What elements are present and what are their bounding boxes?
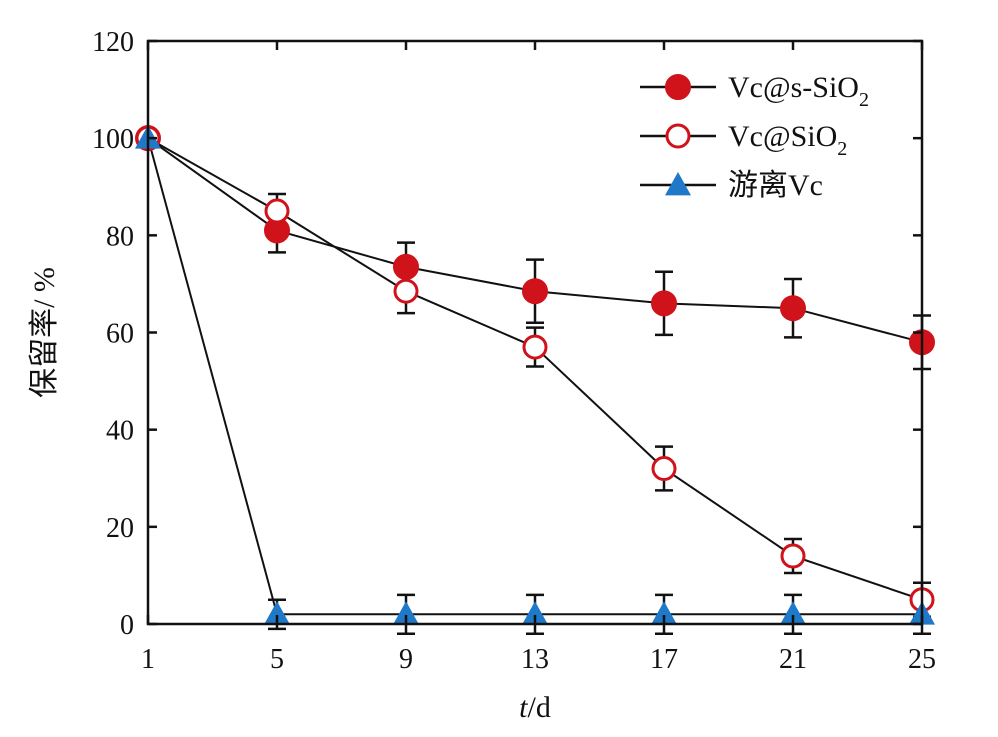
data-point [780, 601, 806, 625]
series-lines [147, 137, 923, 616]
y-tick-label: 0 [120, 610, 134, 641]
data-point [780, 295, 806, 322]
data-point [522, 334, 548, 360]
legend-label: Vc@s-SiO2 [728, 71, 869, 111]
x-axis-var: t [519, 691, 528, 724]
data-point [393, 253, 419, 280]
y-tick-label: 100 [92, 124, 134, 155]
legend-label-text: Vc@s-SiO [728, 71, 859, 104]
error-bars [268, 192, 931, 635]
data-point [651, 601, 677, 625]
legend-label: 游离Vc [728, 169, 823, 202]
legend-label-subscript: 2 [859, 89, 869, 111]
data-point [393, 278, 419, 304]
series-line [147, 137, 922, 616]
legend-marker [665, 74, 691, 100]
y-axis-title: 保留率/ % [28, 267, 61, 398]
legend-label: Vc@SiO2 [728, 120, 847, 160]
x-axis-unit: /d [528, 691, 551, 724]
legend-marker [665, 123, 691, 149]
x-tick-label: 17 [650, 644, 678, 675]
x-tick-labels: 1 5 9 13 17 21 25 [141, 644, 936, 675]
data-point [264, 601, 290, 625]
data-point [522, 601, 548, 625]
axis-ticks [146, 39, 924, 626]
x-tick-label: 1 [141, 644, 155, 675]
x-tick-label: 25 [908, 644, 936, 675]
data-point [651, 290, 677, 317]
legend-label-text: 游离Vc [728, 169, 823, 202]
y-tick-labels: 0 20 40 60 80 100 120 [92, 27, 134, 641]
x-tick-label: 21 [779, 644, 807, 675]
data-point [393, 601, 419, 625]
data-point [651, 456, 677, 482]
y-tick-label: 120 [92, 27, 134, 58]
legend-marker [665, 172, 691, 196]
x-tick-label: 9 [399, 644, 413, 675]
series-line [147, 137, 923, 601]
x-axis-title: t/d [519, 691, 551, 724]
y-tick-label: 40 [106, 416, 134, 447]
data-point [522, 278, 548, 305]
y-tick-label: 80 [106, 221, 134, 252]
x-tick-label: 5 [270, 644, 284, 675]
y-tick-label: 60 [106, 319, 134, 350]
legend-label-text: Vc@SiO [728, 120, 837, 153]
legend-label-subscript: 2 [837, 138, 847, 160]
y-tick-label: 20 [106, 513, 134, 544]
x-tick-label: 13 [521, 644, 549, 675]
data-point [780, 543, 806, 569]
data-point [264, 198, 290, 224]
